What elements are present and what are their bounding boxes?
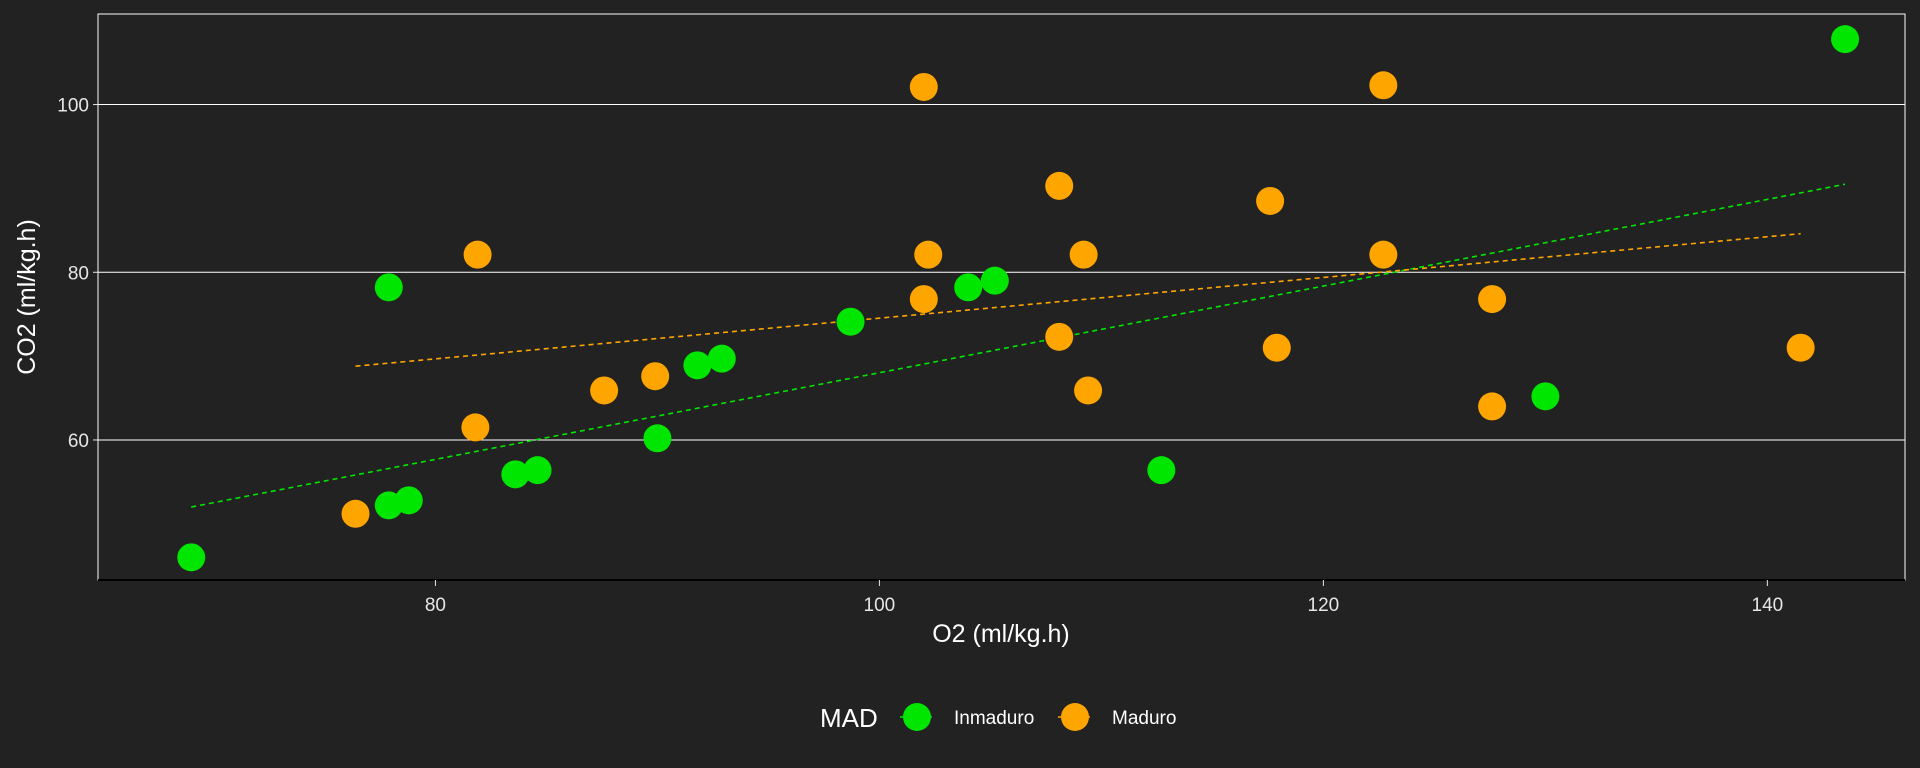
point-maduro bbox=[1262, 333, 1291, 362]
point-maduro bbox=[1786, 333, 1815, 362]
y-tick-label: 60 bbox=[68, 431, 89, 452]
point-maduro bbox=[909, 285, 938, 314]
legend-label-inmaduro: Inmaduro bbox=[954, 708, 1034, 729]
point-maduro bbox=[1074, 376, 1103, 405]
point-inmaduro bbox=[1531, 382, 1560, 411]
point-inmaduro bbox=[1831, 25, 1860, 54]
plot-panel bbox=[97, 13, 1906, 581]
point-inmaduro bbox=[683, 351, 712, 380]
point-inmaduro bbox=[836, 307, 865, 336]
legend-label-maduro: Maduro bbox=[1112, 708, 1176, 729]
point-inmaduro bbox=[523, 456, 552, 485]
point-maduro bbox=[914, 240, 943, 269]
point-inmaduro bbox=[177, 543, 206, 572]
point-maduro bbox=[641, 362, 670, 391]
x-tick-label: 140 bbox=[1752, 595, 1784, 616]
point-inmaduro bbox=[707, 344, 736, 373]
point-maduro bbox=[590, 376, 619, 405]
x-tick-label: 120 bbox=[1308, 595, 1340, 616]
axis-ticks: 60 80 100 80 100 120 140 bbox=[57, 96, 1783, 616]
y-axis-title: CO2 (ml/kg.h) bbox=[13, 219, 41, 375]
point-maduro bbox=[341, 499, 370, 528]
point-inmaduro bbox=[501, 460, 530, 489]
point-inmaduro bbox=[1147, 456, 1176, 485]
point-maduro bbox=[1256, 186, 1285, 215]
point-maduro bbox=[1478, 285, 1507, 314]
point-maduro bbox=[1369, 240, 1398, 269]
point-maduro bbox=[1478, 392, 1507, 421]
trend-lines bbox=[191, 183, 1846, 508]
point-inmaduro bbox=[980, 266, 1009, 295]
legend-key-maduro bbox=[1058, 703, 1092, 731]
legend-key-inmaduro bbox=[900, 703, 934, 731]
point-maduro bbox=[461, 413, 490, 442]
x-axis-title: O2 (ml/kg.h) bbox=[932, 620, 1070, 648]
y-tick-label: 100 bbox=[57, 96, 89, 117]
legend-title: MAD bbox=[820, 703, 878, 733]
trend-line-inmaduro bbox=[191, 183, 1846, 508]
x-tick-label: 100 bbox=[864, 595, 896, 616]
point-inmaduro bbox=[394, 486, 423, 515]
point-maduro bbox=[463, 240, 492, 269]
data-points bbox=[177, 25, 1860, 572]
y-tick-label: 80 bbox=[68, 263, 89, 284]
trend-line-maduro bbox=[355, 232, 1801, 367]
point-maduro bbox=[1045, 322, 1074, 351]
point-maduro bbox=[909, 72, 938, 101]
point-maduro bbox=[1069, 240, 1098, 269]
legend: MAD Inmaduro Maduro bbox=[820, 703, 1176, 733]
point-maduro bbox=[1369, 71, 1398, 100]
x-tick-label: 80 bbox=[425, 595, 446, 616]
point-inmaduro bbox=[954, 273, 983, 302]
point-inmaduro bbox=[643, 424, 672, 453]
point-maduro bbox=[1045, 171, 1074, 200]
point-inmaduro bbox=[374, 273, 403, 302]
